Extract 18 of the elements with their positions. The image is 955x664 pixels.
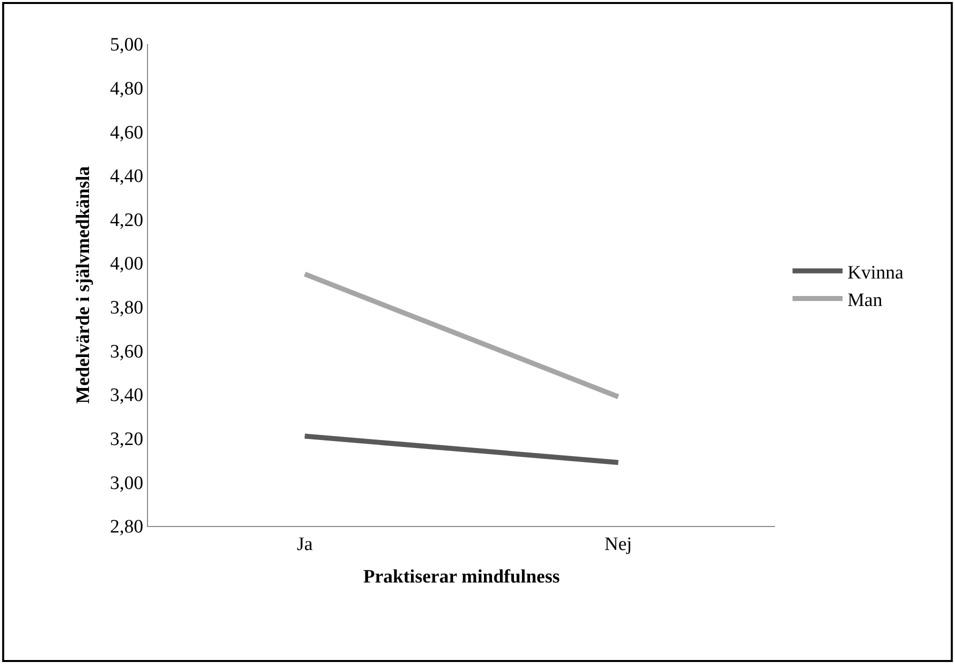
y-tick-label: 2,80 [110, 516, 144, 538]
y-tick-label: 3,20 [110, 429, 144, 450]
y-tick-label: 4,80 [110, 78, 144, 100]
y-tick-label: 5,00 [110, 34, 144, 56]
x-tick-label: Nej [604, 534, 632, 555]
legend-label: Kvinna [848, 262, 904, 284]
y-tick-label: 3,40 [110, 385, 144, 406]
y-tick-label: 3,80 [110, 298, 144, 319]
y-tick-label: 4,40 [110, 166, 144, 188]
y-tick-label: 3,00 [110, 472, 144, 494]
x-tick-label: Ja [296, 534, 314, 555]
x-axis-title: Praktiserar mindfulness [363, 566, 560, 588]
y-tick-label: 3,60 [110, 341, 144, 362]
y-tick-label: 4,60 [110, 122, 144, 144]
y-tick-label: 4,20 [110, 210, 144, 231]
y-tick-label: 4,00 [110, 254, 144, 275]
legend-label: Man [848, 290, 883, 311]
y-axis-title: Medelvärde i självmedkänsla [72, 166, 94, 404]
